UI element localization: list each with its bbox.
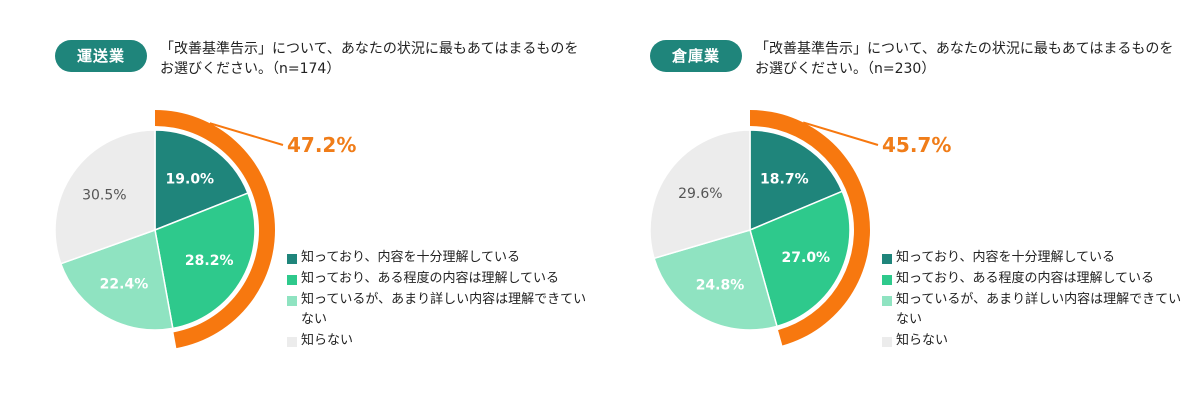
pie-slice <box>649 129 751 260</box>
legend-swatch <box>287 254 297 264</box>
legend-item: 知っているが、あまり詳しい内容は理解できていない <box>882 290 1182 330</box>
legend-swatch <box>882 275 892 285</box>
highlight-ring <box>750 110 871 346</box>
legend-swatch <box>287 275 297 285</box>
slice-value-label: 24.8% <box>696 277 745 293</box>
slice-value-label: 18.7% <box>760 171 809 187</box>
industry-tag: 運送業 <box>55 40 147 72</box>
legend-item: 知っており、ある程度の内容は理解している <box>882 269 1182 289</box>
pie-slice <box>154 192 256 330</box>
legend-label: 知らない <box>896 333 949 348</box>
highlight-ring <box>155 110 276 349</box>
highlight-total-label: 45.7% <box>882 133 951 157</box>
slice-value-label: 27.0% <box>782 250 831 266</box>
legend-label: 知っており、内容を十分理解している <box>896 250 1116 265</box>
pie-chart: 18.7% 27.0% 24.8% 29.6% 45.7% <box>649 110 951 346</box>
legend-swatch <box>882 337 892 347</box>
legend-item: 知っているが、あまり詳しい内容は理解できていない <box>287 290 587 330</box>
pie-slice <box>653 229 778 331</box>
legend-label: 知らない <box>301 333 354 348</box>
panel-transport: 運送業 「改善基準告示」について、あなたの状況に最もあてはまるものをお選びくださ… <box>54 40 587 352</box>
highlight-leader-line <box>209 122 284 146</box>
legend-label: 知っているが、あまり詳しい内容は理解できていない <box>301 292 587 327</box>
legend: 知っており、内容を十分理解している 知っており、ある程度の内容は理解している 知… <box>287 248 587 352</box>
slice-value-label: 29.6% <box>678 186 722 202</box>
legend-item: 知っており、内容を十分理解している <box>287 248 587 268</box>
legend-swatch <box>287 337 297 347</box>
slice-value-label: 19.0% <box>166 172 215 188</box>
highlight-total-label: 47.2% <box>287 133 356 157</box>
legend-label: 知っており、ある程度の内容は理解している <box>301 271 560 286</box>
slice-value-label: 28.2% <box>185 253 234 269</box>
legend-label: 知っており、ある程度の内容は理解している <box>896 271 1155 286</box>
industry-tag: 倉庫業 <box>650 40 742 72</box>
legend-swatch <box>882 254 892 264</box>
pie-slice <box>749 190 851 328</box>
legend-item: 知っており、内容を十分理解している <box>882 248 1182 268</box>
legend-label: 知っているが、あまり詳しい内容は理解できていない <box>896 292 1182 327</box>
legend: 知っており、内容を十分理解している 知っており、ある程度の内容は理解している 知… <box>882 248 1182 352</box>
pie-slice <box>154 129 249 232</box>
pie-slice <box>749 129 844 232</box>
question-text: 「改善基準告示」について、あなたの状況に最もあてはまるものをお選びください。（n… <box>160 41 579 77</box>
legend-item: 知っており、ある程度の内容は理解している <box>287 269 587 289</box>
legend-swatch <box>287 296 297 306</box>
slice-value-label: 22.4% <box>100 277 149 293</box>
legend-label: 知っており、内容を十分理解している <box>301 250 521 265</box>
legend-item: 知らない <box>882 331 1182 351</box>
question-text: 「改善基準告示」について、あなたの状況に最もあてはまるものをお選びください。（n… <box>755 41 1174 77</box>
slice-value-label: 30.5% <box>82 187 126 203</box>
legend-item: 知らない <box>287 331 587 351</box>
highlight-leader-line <box>802 121 879 146</box>
pie-slice <box>59 228 174 331</box>
panel-warehouse: 倉庫業 「改善基準告示」について、あなたの状況に最もあてはまるものをお選びくださ… <box>595 0 1195 400</box>
legend-swatch <box>882 296 892 306</box>
pie-chart: 19.0% 28.2% 22.4% 30.5% 47.2% <box>54 110 356 349</box>
pie-slice <box>54 129 156 265</box>
